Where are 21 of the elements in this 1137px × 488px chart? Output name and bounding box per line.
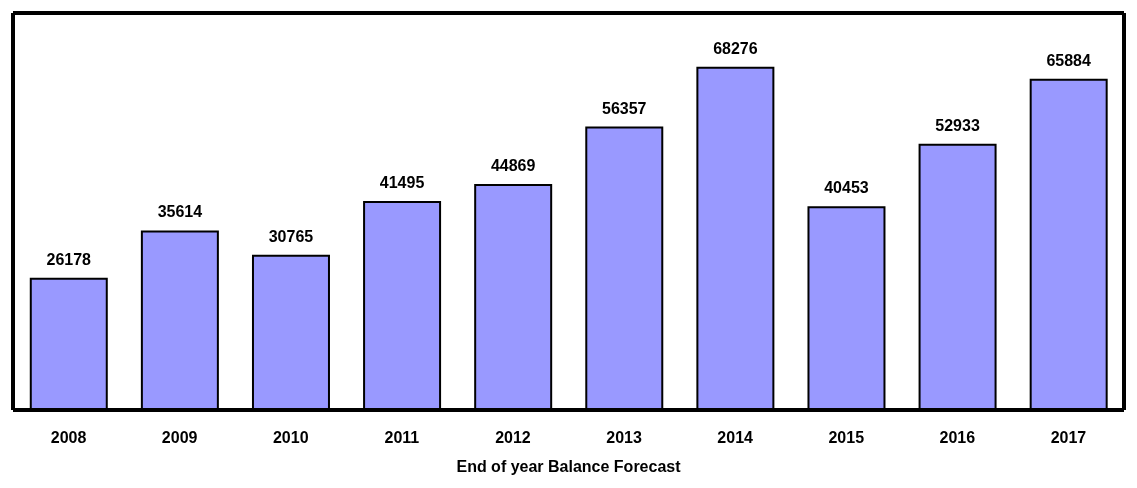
x-axis-title: End of year Balance Forecast	[456, 458, 682, 475]
x-tick-label: 2013	[606, 429, 642, 447]
data-label: 44869	[490, 157, 536, 175]
x-tick-label: 2014	[717, 429, 754, 447]
data-label: 26178	[46, 250, 92, 268]
data-label: 41495	[379, 174, 425, 191]
data-label: 56357	[602, 99, 647, 117]
data-label: 30765	[268, 227, 314, 245]
x-tick-label: 2016	[939, 429, 976, 447]
data-label: 52933	[935, 116, 980, 134]
data-label: 35614	[157, 203, 203, 221]
x-tick-label: 2017	[1050, 429, 1087, 447]
x-tick-label: 2009	[161, 429, 198, 447]
x-tick-label: 2008	[50, 429, 87, 447]
x-tick-label: 2011	[384, 429, 420, 447]
data-label: 68276	[713, 39, 758, 57]
x-tick-label: 2015	[828, 429, 865, 447]
x-tick-label: 2012	[495, 429, 531, 447]
data-label: 40453	[824, 179, 869, 197]
data-label: 65884	[1046, 51, 1092, 69]
x-tick-label: 2010	[272, 429, 309, 447]
